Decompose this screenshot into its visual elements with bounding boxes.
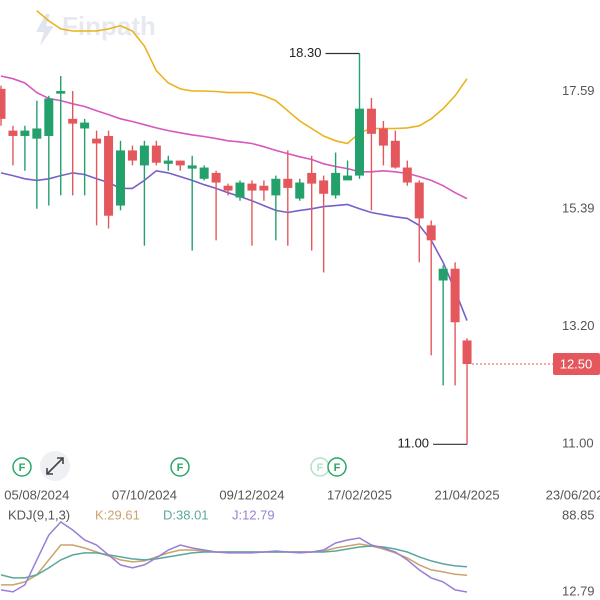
y-tick-label: 12.79 [562,583,595,598]
candle-body [402,167,412,183]
candle-body [450,268,460,323]
event-circle [170,457,190,477]
candle-body [223,185,233,191]
event-circle [12,457,32,477]
event-marker: F [12,457,32,477]
candle-body [259,185,269,191]
candle-body [355,108,364,176]
legend-label: K:29.61 [95,507,140,522]
candle-body [104,135,114,216]
candle-body [80,122,90,129]
candle-body [0,88,6,119]
watermark-text: Finpath [62,11,156,41]
candle-body [378,128,388,146]
event-circle [327,457,347,477]
candle-body [187,165,197,169]
event-label: F [317,462,324,474]
candle-body [199,167,209,179]
y-tick-label: 15.39 [562,201,595,216]
candle-body [163,160,173,164]
candle-body [211,172,221,183]
candle-body [20,130,30,136]
candle-body [390,140,400,168]
candle-body [295,182,305,199]
event-marker: F [327,457,347,477]
candle-body [56,91,66,94]
event-label: F [19,462,26,474]
event-marker: F [310,457,330,477]
indicator-line [0,545,468,579]
candle-body [283,178,293,188]
candle-body [307,172,317,184]
watermark-logo [36,14,54,46]
candle-body [462,340,472,364]
annotation-label: 11.00 [397,436,429,451]
candle-body [247,183,257,191]
candle-body [68,118,78,124]
y-tick-label: 11.00 [562,436,594,451]
event-label: F [334,462,341,474]
annotation-label: 18.30 [289,45,322,60]
x-tick-label: 07/10/2024 [112,487,177,502]
overlay-line [0,75,468,200]
legend-label: D:38.01 [163,507,209,522]
last-price-box [553,353,600,375]
candle-body [139,145,149,166]
candle-body [319,180,329,194]
overlay-line [0,169,468,321]
x-tick-label: 23/06/202 [546,487,600,502]
x-tick-label: 21/04/2025 [435,487,500,502]
candle-body [271,178,281,196]
candle-body [331,172,341,196]
candle-body [414,182,424,219]
candle-body [8,130,18,136]
indicator-line [0,521,468,593]
candle-body [438,268,448,281]
watermark: Finpath [36,11,156,46]
legend-label: J:12.79 [232,507,275,522]
candle-body [44,98,54,136]
x-tick-label: 05/08/2024 [4,487,69,502]
y-tick-label: 88.85 [562,507,595,522]
candle-body [366,108,376,134]
expand-button[interactable] [40,451,70,481]
overlay-line [36,10,468,145]
event-label: F [177,462,184,474]
last-price-label: 12.50 [560,356,593,371]
expand-icon[interactable] [46,457,64,475]
candle-body [235,182,245,198]
candle-body [116,150,125,206]
candle-body [32,128,42,139]
candle-body [92,138,102,144]
candle-body [343,175,353,181]
y-tick-label: 13.20 [562,318,595,333]
candle-body [127,150,137,161]
indicator-title: KDJ(9,1,3) [8,507,70,522]
candle-body [175,160,185,166]
candle-body [426,225,436,241]
candle-body [151,145,161,163]
event-marker: F [170,457,190,477]
x-tick-label: 17/02/2025 [327,487,392,502]
y-tick-label: 17.59 [562,83,595,98]
x-tick-label: 09/12/2024 [219,487,284,502]
